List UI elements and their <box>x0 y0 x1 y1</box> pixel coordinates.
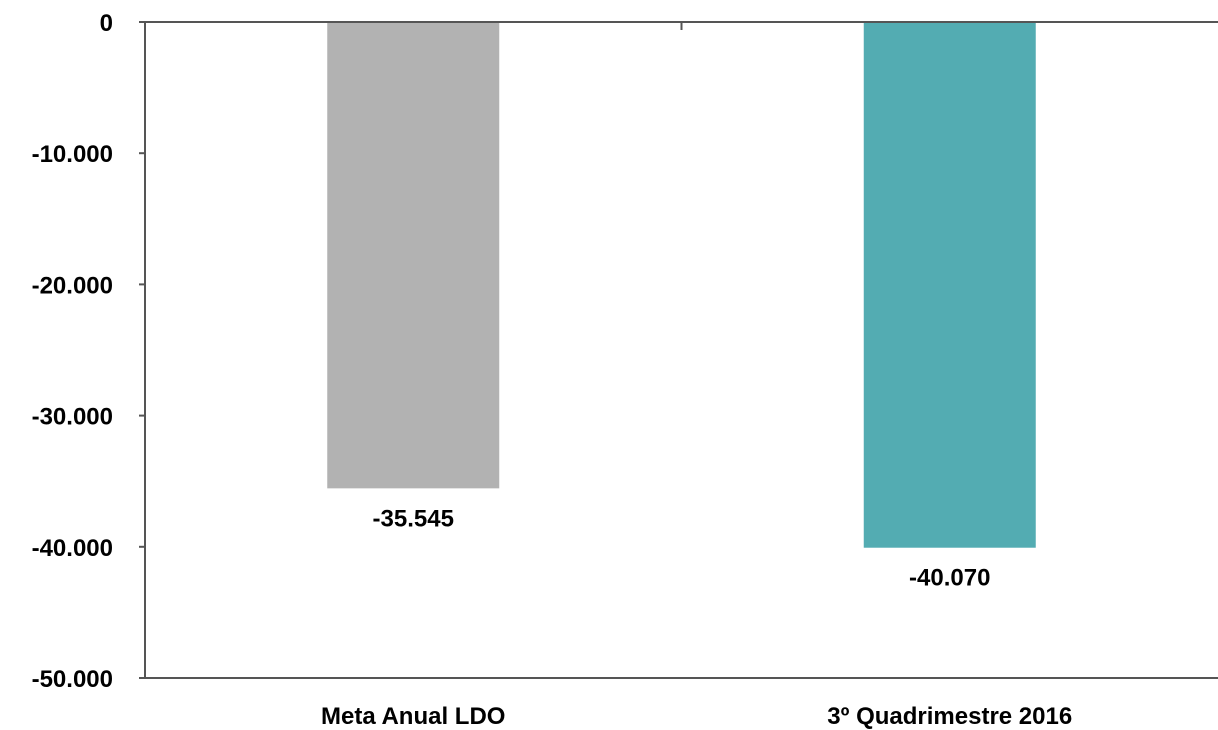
data-label: -35.545 <box>373 505 454 532</box>
y-tick-label: -30.000 <box>32 404 113 431</box>
x-category-label: Meta Anual LDO <box>321 703 505 730</box>
bar-2 <box>863 22 1036 548</box>
y-tick-label: -20.000 <box>32 272 113 299</box>
plot-area: 0 -10.000 -20.000 -30.000 -40.000 -50.000 -35.… <box>32 10 1218 730</box>
y-tick-label: -40.000 <box>32 535 113 562</box>
x-category-label: 3º Quadrimestre 2016 <box>827 703 1072 730</box>
y-tick-label: 0 <box>100 10 113 37</box>
data-label: -40.070 <box>909 565 990 592</box>
bar-1 <box>327 22 500 489</box>
y-tick-label: -50.000 <box>32 666 113 693</box>
y-tick-label: -10.000 <box>32 141 113 168</box>
